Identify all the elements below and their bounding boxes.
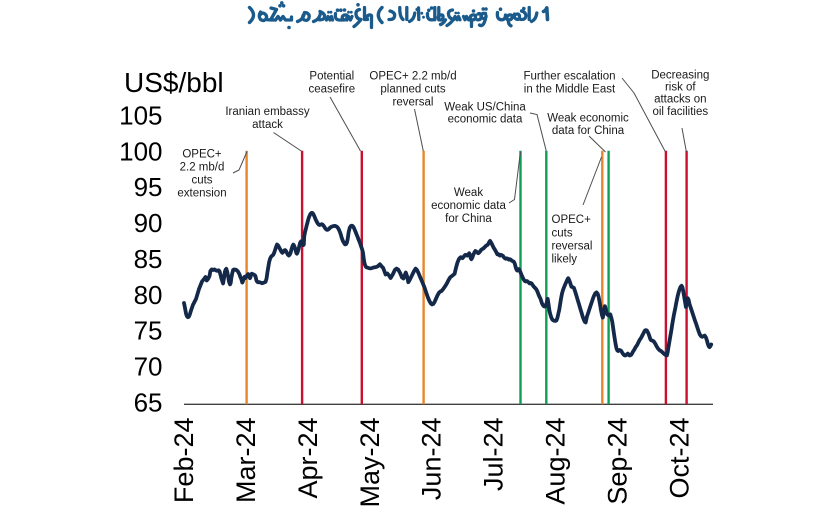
- svg-text:Potential: Potential: [309, 71, 354, 83]
- svg-text:Weak: Weak: [454, 187, 483, 199]
- svg-text:in the Middle East: in the Middle East: [524, 83, 616, 95]
- svg-text:May-24: May-24: [355, 418, 385, 508]
- svg-text:85: 85: [134, 244, 163, 274]
- svg-text:attack: attack: [252, 119, 283, 131]
- svg-text:Further escalation: Further escalation: [523, 70, 615, 82]
- svg-text:oil facilities: oil facilities: [652, 106, 708, 118]
- svg-text:likely: likely: [552, 254, 578, 266]
- svg-text:reversal: reversal: [552, 241, 593, 253]
- svg-text:Oct-24: Oct-24: [664, 418, 694, 499]
- svg-text:70: 70: [134, 352, 163, 382]
- svg-text:Iranian embassy: Iranian embassy: [225, 106, 310, 118]
- svg-text:extension: extension: [177, 188, 226, 200]
- svg-text:95: 95: [134, 172, 163, 202]
- svg-text:105: 105: [119, 101, 162, 131]
- svg-text:Decreasing: Decreasing: [651, 69, 709, 81]
- svg-text:data for China: data for China: [552, 125, 625, 137]
- svg-text:planned cuts: planned cuts: [380, 84, 445, 96]
- svg-text:100: 100: [119, 136, 162, 166]
- svg-text:2.2 mb/d: 2.2 mb/d: [180, 162, 225, 174]
- svg-text:Weak US/China: Weak US/China: [444, 101, 526, 113]
- svg-text:Jun-24: Jun-24: [417, 418, 447, 501]
- svg-text:OPEC+ 2.2 mb/d: OPEC+ 2.2 mb/d: [369, 71, 456, 83]
- svg-text:ceasefire: ceasefire: [308, 84, 355, 96]
- svg-text:OPEC+: OPEC+: [552, 214, 592, 226]
- svg-text:economic data: economic data: [431, 200, 506, 212]
- svg-text:for China: for China: [445, 213, 492, 225]
- svg-text:Mar-24: Mar-24: [231, 418, 261, 504]
- svg-text:Aug-24: Aug-24: [541, 418, 571, 505]
- svg-text:80: 80: [134, 280, 163, 310]
- svg-text:Weak economic: Weak economic: [547, 113, 629, 125]
- svg-text:90: 90: [134, 208, 163, 238]
- svg-text:Jul-24: Jul-24: [479, 417, 509, 491]
- svg-text:reversal: reversal: [393, 97, 434, 109]
- svg-text:risk of: risk of: [665, 82, 696, 94]
- svg-text:attacks on: attacks on: [654, 94, 706, 106]
- svg-text:Sep-24: Sep-24: [602, 418, 632, 505]
- svg-text:cuts: cuts: [552, 227, 573, 239]
- svg-text:economic data: economic data: [448, 114, 523, 126]
- svg-text:75: 75: [134, 316, 163, 346]
- svg-text:cuts: cuts: [191, 175, 212, 187]
- svg-text:Feb-24: Feb-24: [169, 418, 199, 504]
- svg-text:US$/bbl: US$/bbl: [124, 67, 224, 98]
- svg-text:65: 65: [134, 387, 163, 417]
- svg-text:OPEC+: OPEC+: [182, 149, 222, 161]
- svg-text:Apr-24: Apr-24: [293, 418, 323, 499]
